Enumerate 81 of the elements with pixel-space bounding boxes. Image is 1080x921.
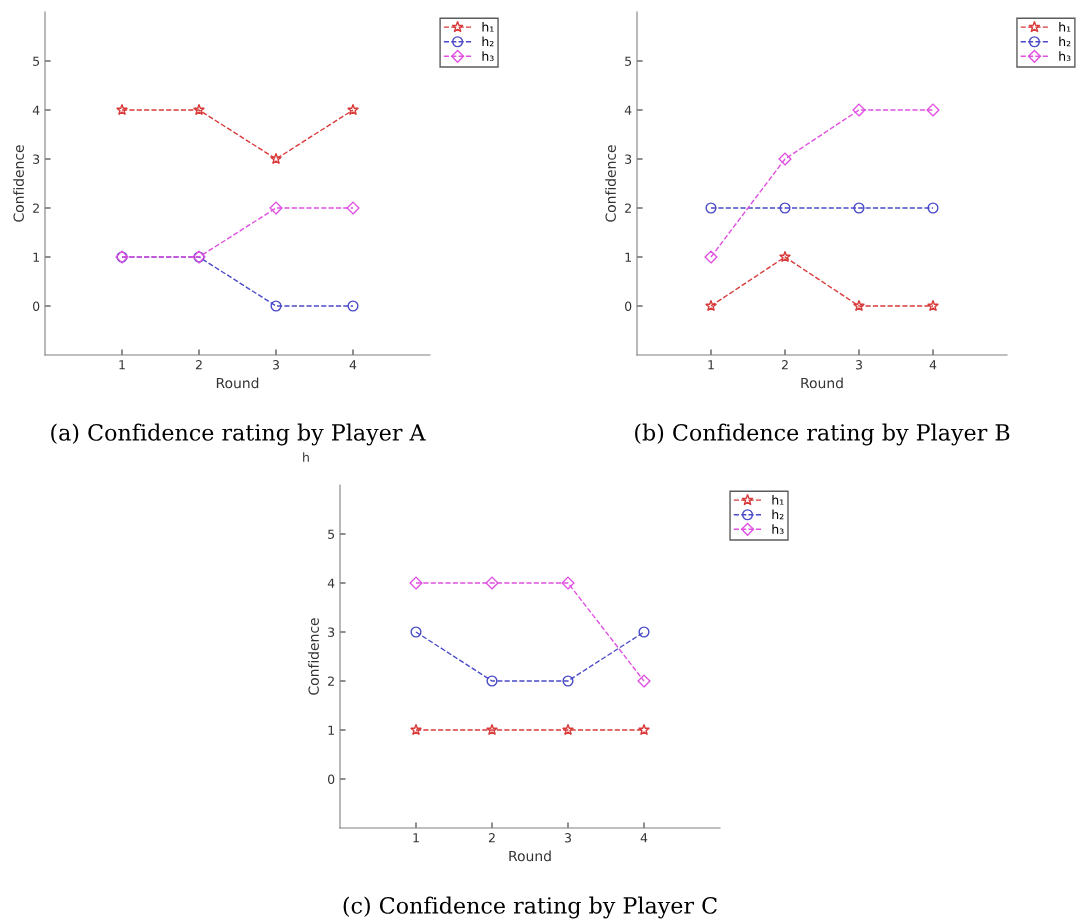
x-tick-label: 3: [855, 360, 862, 370]
y-tick-label: 5: [625, 56, 632, 66]
point: [410, 723, 422, 736]
legend-label: h₁: [772, 495, 784, 505]
y-tick-label: 5: [328, 529, 335, 539]
y-tick-label: 3: [33, 154, 40, 164]
legend-label: h₃: [1059, 51, 1071, 61]
legend-label: h₂: [1059, 36, 1071, 47]
legend-label: h₃: [482, 51, 494, 61]
x-axis-title: Round: [801, 377, 843, 389]
point: [409, 576, 423, 590]
legend-label: h₂: [482, 36, 494, 47]
legend-label: h₂: [772, 509, 784, 520]
y-tick-label: 3: [625, 154, 632, 164]
point: [779, 250, 791, 263]
x-tick-label: 4: [929, 360, 937, 370]
point: [779, 202, 791, 214]
x-tick-label: 4: [349, 360, 357, 370]
point: [485, 576, 499, 590]
point: [638, 626, 650, 638]
point: [852, 103, 866, 117]
y-tick-label: 3: [328, 627, 335, 637]
x-tick-label: 2: [195, 360, 202, 370]
x-tick-label: 3: [272, 360, 279, 370]
y-tick-label: 4: [32, 105, 40, 115]
legend-label: h₃: [772, 524, 784, 534]
point: [638, 723, 650, 736]
point: [704, 250, 718, 264]
point: [116, 103, 128, 116]
y-tick-label: 1: [33, 252, 39, 262]
x-tick-label: 1: [119, 360, 125, 370]
x-tick-label: 2: [488, 833, 495, 843]
y-tick-label: 2: [625, 203, 631, 213]
y-tick-label: 2: [328, 676, 334, 686]
y-tick-label: 5: [33, 56, 40, 66]
x-tick-label: 4: [640, 833, 648, 843]
point: [927, 299, 939, 312]
y-tick-label: 4: [624, 105, 632, 115]
legend-label: h₁: [1059, 22, 1071, 32]
y-axis-title: Confidence: [605, 145, 616, 222]
text: (b) Confidence rating by Player B: [635, 423, 1010, 446]
x-axis-title: Round: [216, 377, 259, 389]
point: [705, 202, 717, 214]
x-tick-label: 3: [564, 833, 571, 843]
y-tick-label: 1: [625, 252, 631, 262]
point: [486, 675, 498, 687]
point: [347, 300, 359, 312]
y-tick-label: 0: [33, 301, 40, 311]
point: [927, 202, 939, 214]
point: [561, 576, 575, 590]
point: [562, 723, 574, 736]
point: [193, 103, 205, 116]
point: [486, 723, 498, 736]
y-tick-label: 0: [625, 301, 632, 311]
point: [346, 201, 360, 215]
legend-label: h₁: [482, 22, 494, 32]
y-axis-title: Confidence: [13, 145, 24, 222]
text: h: [303, 452, 309, 462]
point: [853, 202, 865, 214]
text: (a) Confidence rating by Player A: [51, 423, 426, 446]
y-tick-label: 4: [327, 578, 335, 588]
y-axis-title: Confidence: [308, 618, 319, 695]
y-tick-label: 2: [33, 203, 39, 213]
text: (c) Confidence rating by Player C: [343, 896, 717, 919]
point: [410, 626, 422, 638]
point: [705, 299, 717, 312]
x-axis-title: Round: [509, 850, 551, 862]
point: [853, 299, 865, 312]
point: [926, 103, 940, 117]
point: [562, 675, 574, 687]
point: [778, 152, 792, 166]
x-tick-label: 1: [413, 833, 419, 843]
point: [347, 103, 359, 116]
point: [270, 152, 282, 165]
point: [270, 300, 282, 312]
y-tick-label: 1: [328, 725, 334, 735]
y-tick-label: 0: [328, 774, 335, 784]
x-tick-label: 1: [708, 360, 714, 370]
x-tick-label: 2: [781, 360, 788, 370]
point: [269, 201, 283, 215]
point: [637, 674, 651, 688]
